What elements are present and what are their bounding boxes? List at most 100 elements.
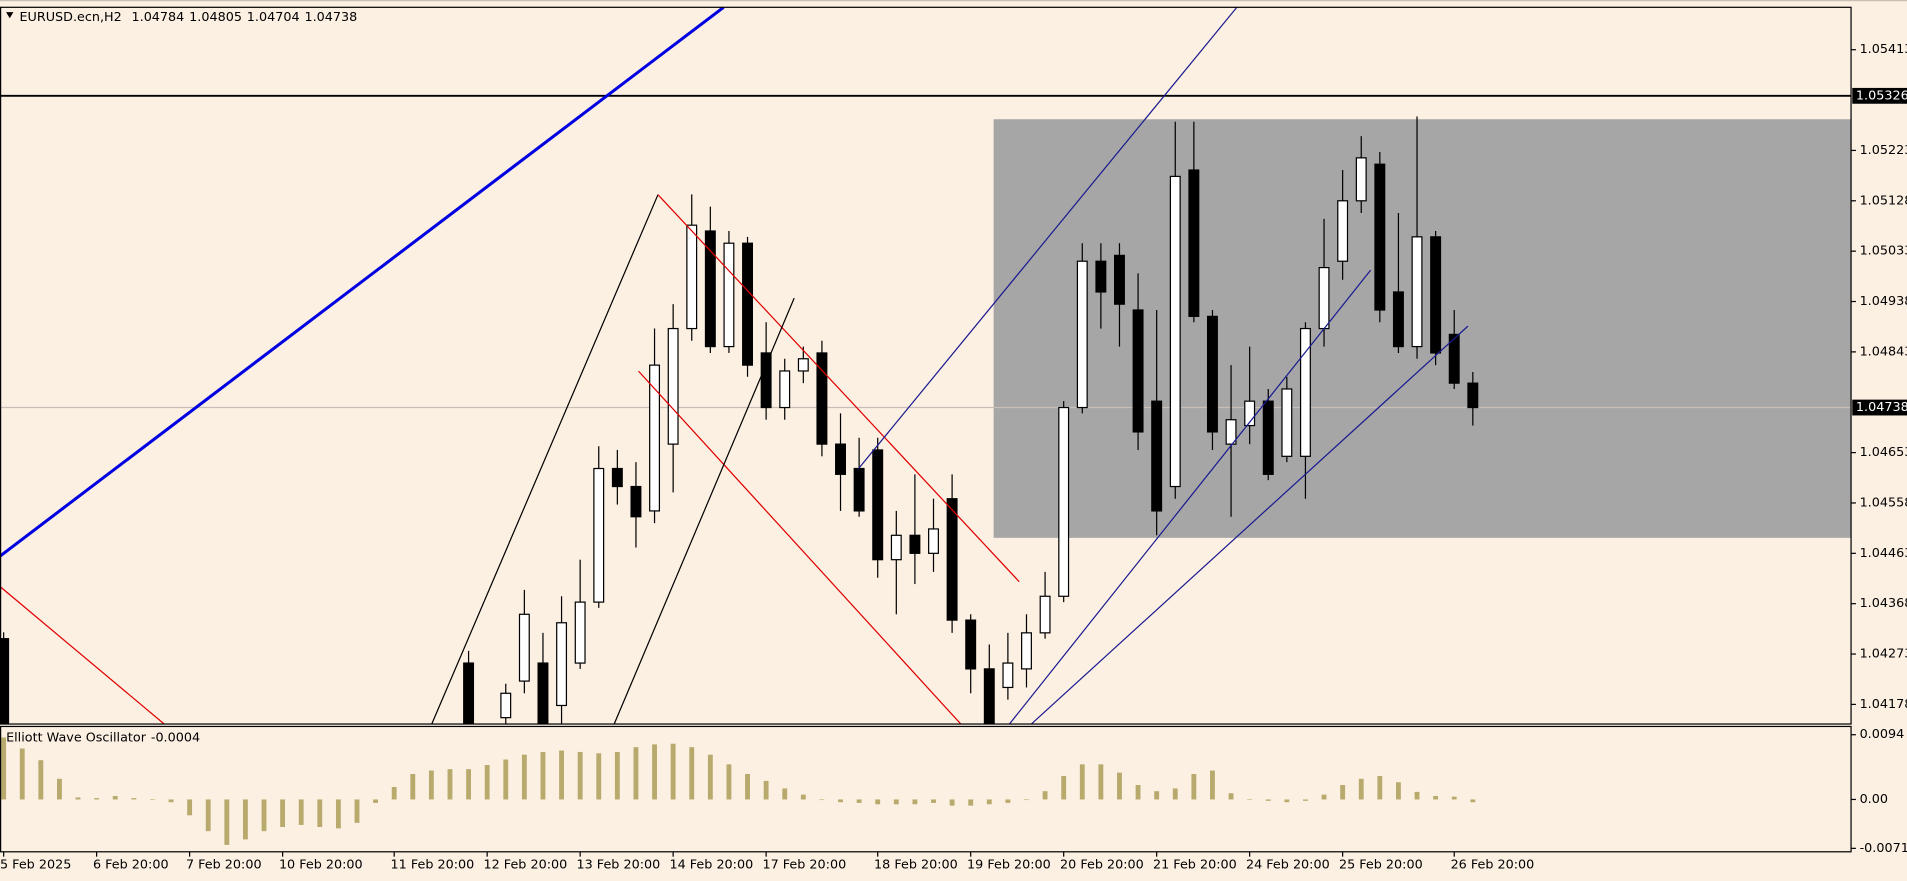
oscillator-bar <box>391 787 397 800</box>
oscillator-layer <box>1 737 1476 845</box>
x-tick-label: 5 Feb 2025 <box>0 858 71 873</box>
x-tick-label: 24 Feb 20:00 <box>1246 858 1330 873</box>
candle-body <box>1392 291 1404 348</box>
oscillator-bar <box>1098 764 1104 800</box>
oscillator-bar <box>782 788 788 800</box>
symbol: EURUSD.ecn,H2 <box>19 10 121 25</box>
oscillator-bar <box>1228 793 1234 800</box>
candle-body <box>1039 595 1051 634</box>
y-tick-label: 1.04463 <box>1860 546 1907 561</box>
candle-body <box>909 534 921 554</box>
oscillator-bar <box>986 799 992 805</box>
candle-body <box>835 443 846 475</box>
candle-body <box>1151 400 1163 512</box>
candle-body <box>667 327 679 445</box>
oscillator-bar <box>1284 799 1290 803</box>
candle-body <box>928 528 939 554</box>
quote-low: 1.04704 <box>247 10 300 25</box>
y-tick-label: -0.0071 <box>1860 841 1907 856</box>
candle-body <box>742 242 754 366</box>
main-plot <box>0 7 1852 725</box>
candle-body <box>1430 236 1442 354</box>
indicator-value: -0.0004 <box>151 730 200 745</box>
oscillator-bar <box>242 799 248 840</box>
candle-body <box>779 370 791 409</box>
oscillator-bar <box>410 773 416 800</box>
oscillator-bar <box>112 796 118 800</box>
x-tick-label: 21 Feb 20:00 <box>1153 858 1237 873</box>
oscillator-bar <box>745 773 750 800</box>
oscillator-bar <box>800 794 806 800</box>
oscillator-bar <box>373 799 379 803</box>
trendline <box>0 586 165 725</box>
candle-body <box>1374 163 1386 311</box>
oscillator-bar <box>893 799 899 805</box>
x-tick-label: 26 Feb 20:00 <box>1451 858 1535 873</box>
oscillator-bar <box>875 799 881 805</box>
oscillator-bar <box>57 778 62 800</box>
trendline <box>638 370 962 725</box>
candle-body <box>1002 662 1014 689</box>
candle-body <box>1169 175 1181 488</box>
y-tick-label: 1.04843 <box>1860 344 1907 359</box>
oscillator-bar <box>596 753 602 800</box>
trendline <box>431 194 659 725</box>
oscillator-bar <box>428 770 434 800</box>
trendline <box>858 7 1238 469</box>
indicator-header: Elliott Wave Oscillator -0.0004 <box>6 730 200 745</box>
quote-high: 1.04805 <box>189 10 242 25</box>
candle-body <box>1299 327 1311 457</box>
oscillator-bar <box>763 780 769 800</box>
oscillator-bar <box>912 799 918 805</box>
candle-body <box>574 601 586 664</box>
oscillator-bar <box>1024 799 1029 801</box>
oscillator-bar <box>1061 776 1067 800</box>
candle-body <box>611 467 623 488</box>
x-tick-label: 14 Feb 20:00 <box>669 858 753 873</box>
x-tick-label: 11 Feb 20:00 <box>391 858 475 873</box>
candle-body <box>556 622 568 707</box>
oscillator-bar <box>1247 799 1253 801</box>
trendline <box>657 194 1020 583</box>
oscillator-bar <box>1191 773 1197 800</box>
candle-body <box>797 358 809 372</box>
oscillator-bar <box>1079 764 1085 800</box>
oscillator-bar <box>838 799 843 803</box>
oscillator-bar <box>1303 799 1308 801</box>
candle-body <box>1206 315 1218 433</box>
candle-body <box>1095 260 1107 293</box>
candle-body <box>853 467 865 512</box>
oscillator-bar <box>949 799 955 806</box>
indicator-title: Elliott Wave Oscillator <box>6 730 147 745</box>
oscillator-bar <box>1414 791 1420 800</box>
x-tick-label: 19 Feb 20:00 <box>967 858 1051 873</box>
oscillator-bar <box>149 799 155 801</box>
y-tick-label: 1.04178 <box>1860 697 1907 712</box>
candle-body <box>1021 632 1032 670</box>
oscillator-bar <box>689 747 695 800</box>
oscillator-bar <box>94 798 100 800</box>
collapse-arrow[interactable] <box>6 12 14 19</box>
candle-body <box>686 224 698 330</box>
candle-body <box>965 619 977 670</box>
oscillator-bar <box>503 759 509 800</box>
y-tick-label: 0.00 <box>1860 792 1888 807</box>
oscillator-bar <box>1154 791 1160 800</box>
x-tick-label: 17 Feb 20:00 <box>762 858 846 873</box>
current-price-box <box>1852 399 1907 416</box>
oscillator-bar <box>614 751 620 800</box>
oscillator-bar <box>484 765 490 800</box>
oscillator-bar <box>1117 772 1122 800</box>
candle-body <box>500 692 512 719</box>
oscillator-bar <box>261 799 267 832</box>
oscillator-bar <box>224 799 230 845</box>
main-frame <box>0 6 1852 725</box>
y-tick-label: 1.04653 <box>1860 445 1907 460</box>
y-tick-label: 1.05223 <box>1860 143 1907 158</box>
hline-label-box <box>1852 87 1907 104</box>
oscillator-bar <box>931 799 936 803</box>
candle-body <box>1411 236 1423 348</box>
oscillator-bar <box>633 747 639 800</box>
oscillator-bar <box>38 760 44 800</box>
oscillator-bar <box>447 769 453 800</box>
